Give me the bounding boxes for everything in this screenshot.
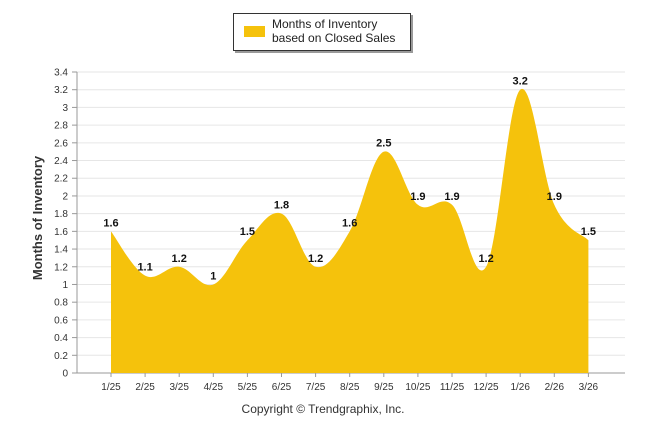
x-tick-label: 12/25 bbox=[474, 382, 499, 393]
data-label: 1.2 bbox=[172, 253, 187, 265]
x-tick-label: 3/26 bbox=[579, 382, 599, 393]
y-tick-label: 3 bbox=[62, 103, 68, 114]
y-tick-label: 1.8 bbox=[54, 209, 68, 220]
data-label: 1.1 bbox=[137, 262, 152, 274]
x-tick-label: 11/25 bbox=[440, 382, 465, 393]
y-tick-label: 3.2 bbox=[54, 85, 68, 96]
legend: Months of Inventory based on Closed Sale… bbox=[233, 13, 411, 51]
x-tick-label: 10/25 bbox=[405, 382, 430, 393]
data-label: 1.6 bbox=[342, 217, 357, 229]
data-label: 2.5 bbox=[376, 138, 391, 150]
y-tick-label: 3.4 bbox=[54, 68, 68, 79]
legend-swatch bbox=[244, 26, 265, 37]
data-label: 1 bbox=[210, 270, 216, 282]
y-tick-label: 0.4 bbox=[54, 333, 68, 344]
y-tick-label: 1.2 bbox=[54, 262, 68, 273]
x-tick-label: 9/25 bbox=[374, 382, 394, 393]
y-tick-label: 1 bbox=[62, 280, 68, 291]
data-label: 1.5 bbox=[581, 226, 596, 238]
x-tick-label: 1/26 bbox=[510, 382, 530, 393]
data-label: 1.9 bbox=[444, 191, 459, 203]
y-tick-label: 0.2 bbox=[54, 351, 68, 362]
y-tick-label: 0.6 bbox=[54, 315, 68, 326]
data-label: 1.6 bbox=[103, 217, 118, 229]
y-tick-label: 2.2 bbox=[54, 174, 68, 185]
area-series bbox=[111, 88, 589, 373]
data-label: 1.2 bbox=[478, 253, 493, 265]
x-tick-label: 6/25 bbox=[272, 382, 292, 393]
y-tick-label: 0 bbox=[62, 369, 68, 380]
data-label: 3.2 bbox=[513, 76, 528, 88]
area-fill bbox=[111, 88, 589, 373]
y-tick-label: 1.6 bbox=[54, 227, 68, 238]
y-tick-label: 1.4 bbox=[54, 245, 68, 256]
y-tick-label: 0.8 bbox=[54, 298, 68, 309]
y-tick-label: 2.4 bbox=[54, 156, 68, 167]
y-tick-label: 2 bbox=[62, 191, 68, 202]
data-labels: 1.6 1.1 1.2 1 1.5 1.8 1.2 1.6 2.5 1.9 1.9 1.2 3.2 1.9… bbox=[103, 76, 596, 283]
x-tick-label: 5/25 bbox=[238, 382, 258, 393]
x-tick-label: 3/25 bbox=[169, 382, 189, 393]
data-label: 1.8 bbox=[274, 200, 289, 212]
legend-label: Months of Inventory based on Closed Sale… bbox=[272, 17, 396, 45]
data-label: 1.2 bbox=[308, 253, 323, 265]
x-tick-labels: 1/25 2/25 3/25 4/25 5/25 6/25 7/25 8/25 9/25 10/2… bbox=[101, 373, 599, 393]
x-tick-label: 4/25 bbox=[204, 382, 224, 393]
x-tick-label: 7/25 bbox=[306, 382, 326, 393]
x-tick-label: 2/25 bbox=[135, 382, 155, 393]
copyright-text: Copyright © Trendgraphix, Inc. bbox=[241, 402, 405, 416]
data-label: 1.9 bbox=[547, 191, 562, 203]
x-tick-label: 8/25 bbox=[340, 382, 360, 393]
data-label: 1.9 bbox=[410, 191, 425, 203]
y-tick-label: 2.8 bbox=[54, 121, 68, 132]
x-tick-label: 2/26 bbox=[545, 382, 565, 393]
x-tick-label: 1/25 bbox=[101, 382, 121, 393]
y-axis-title: Months of Inventory bbox=[30, 155, 45, 280]
y-tick-labels: 0 0.2 0.4 0.6 0.8 1 1.2 1.4 1.6 1.8 2 2.2 2.4 2.6 2.8 3… bbox=[54, 68, 77, 380]
y-tick-label: 2.6 bbox=[54, 138, 68, 149]
data-label: 1.5 bbox=[240, 226, 255, 238]
